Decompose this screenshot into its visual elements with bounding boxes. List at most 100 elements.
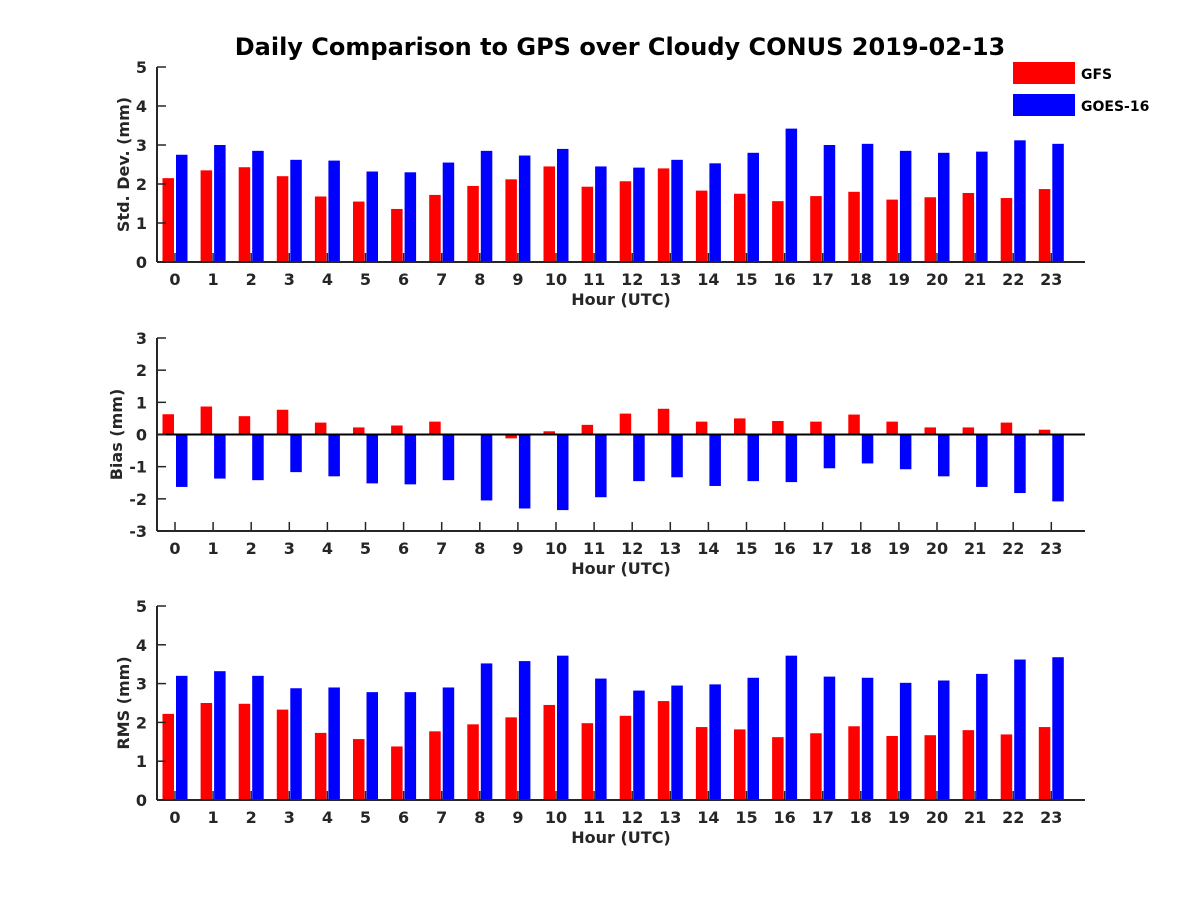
std-dev-x-tick-label: 14: [697, 270, 719, 289]
bias-bar-goes16-19: [899, 434, 912, 470]
rms-bar-gfs-6: [391, 746, 403, 800]
std-dev-bar-goes16-23: [1052, 143, 1064, 262]
rms-bar-gfs-14: [695, 727, 708, 800]
std-dev-y-tick-label: 1: [136, 214, 147, 233]
rms-bar-gfs-10: [543, 704, 555, 800]
rms-bar-gfs-4: [314, 732, 327, 800]
std-dev-bar-goes16-12: [633, 167, 645, 262]
std-dev-bar-gfs-21: [962, 192, 975, 262]
bias-bar-gfs-12: [619, 413, 632, 435]
rms-bar-goes16-6: [404, 692, 417, 800]
std-dev-x-axis-label: Hour (UTC): [571, 290, 671, 309]
bias-bar-gfs-20: [924, 427, 936, 435]
bias-x-tick-label: 9: [512, 539, 523, 558]
std-dev-bar-goes16-6: [404, 172, 417, 262]
std-dev-x-tick-label: 15: [735, 270, 757, 289]
std-dev-x-tick-label: 17: [812, 270, 834, 289]
std-dev-x-tick-label: 0: [169, 270, 180, 289]
std-dev-bar-gfs-12: [619, 181, 632, 262]
bias-x-tick-label: 21: [964, 539, 986, 558]
std-dev-bar-gfs-22: [1000, 198, 1013, 262]
rms-bar-gfs-7: [429, 731, 441, 800]
bias-bar-goes16-11: [595, 434, 607, 498]
std-dev-bar-gfs-20: [924, 197, 936, 262]
std-dev-x-tick-label: 5: [360, 270, 371, 289]
bias-bar-goes16-21: [976, 434, 988, 487]
std-dev-bar-goes16-8: [480, 150, 493, 262]
figure-title: Daily Comparison to GPS over Cloudy CONU…: [235, 33, 1006, 61]
bias-bar-goes16-3: [290, 434, 302, 473]
rms-bar-gfs-21: [962, 730, 975, 800]
bias-x-axis-label: Hour (UTC): [571, 559, 671, 578]
rms-bar-gfs-22: [1000, 734, 1013, 800]
bias-y-tick-label: -1: [129, 458, 147, 477]
bias-x-tick-label: 15: [735, 539, 757, 558]
rms-bar-goes16-5: [366, 692, 378, 800]
std-dev-x-tick-label: 12: [621, 270, 643, 289]
bias-bar-gfs-17: [810, 421, 822, 435]
std-dev-bar-goes16-16: [785, 128, 798, 262]
std-dev-bar-gfs-8: [467, 185, 479, 262]
std-dev-bar-gfs-19: [886, 199, 898, 262]
std-dev-x-tick-label: 9: [512, 270, 523, 289]
rms-bar-goes16-3: [290, 688, 302, 800]
bias-bar-gfs-22: [1000, 422, 1013, 435]
legend: GFS GOES-16: [1013, 62, 1149, 116]
bias-bar-gfs-14: [695, 421, 708, 435]
bias-bar-goes16-8: [480, 434, 493, 501]
rms-bar-goes16-7: [442, 687, 455, 800]
rms-bar-goes16-21: [976, 673, 988, 800]
rms-bar-goes16-18: [861, 677, 874, 800]
std-dev-bar-goes16-11: [595, 166, 607, 262]
bias-bar-gfs-4: [314, 422, 327, 435]
bias-x-tick-label: 23: [1040, 539, 1062, 558]
bias-y-axis-label: Bias (mm): [107, 389, 126, 481]
std-dev-bar-gfs-2: [238, 167, 251, 262]
std-dev-y-tick-label: 2: [136, 175, 147, 194]
std-dev-x-tick-label: 11: [583, 270, 605, 289]
bias-bar-goes16-17: [823, 434, 836, 469]
std-dev-x-tick-label: 16: [773, 270, 795, 289]
bias-x-tick-label: 10: [545, 539, 567, 558]
bias-x-tick-label: 0: [169, 539, 180, 558]
rms-x-tick-label: 12: [621, 808, 643, 827]
std-dev-x-tick-label: 23: [1040, 270, 1062, 289]
rms-y-tick-label: 3: [136, 675, 147, 694]
std-dev-bar-goes16-2: [252, 150, 264, 262]
bias-bar-gfs-11: [581, 424, 594, 435]
bias-x-tick-label: 17: [812, 539, 834, 558]
bias-bar-goes16-14: [709, 434, 721, 486]
bias-x-tick-label: 8: [474, 539, 485, 558]
std-dev-bar-gfs-4: [314, 196, 327, 262]
std-dev-y-tick-label: 5: [136, 58, 147, 77]
std-dev-x-tick-label: 22: [1002, 270, 1024, 289]
rms-bar-gfs-18: [848, 726, 860, 800]
std-dev-bar-gfs-17: [810, 196, 822, 262]
std-dev-bar-goes16-1: [214, 145, 226, 262]
std-dev-x-tick-label: 2: [246, 270, 257, 289]
std-dev-bar-goes16-4: [328, 160, 340, 262]
bias-x-tick-label: 14: [697, 539, 719, 558]
rms-bar-goes16-15: [747, 677, 759, 800]
rms-x-tick-label: 3: [284, 808, 295, 827]
std-dev-bar-goes16-19: [899, 150, 912, 262]
bias-bar-goes16-6: [404, 434, 417, 485]
rms-bar-goes16-12: [633, 690, 645, 800]
std-dev-bar-goes16-5: [366, 171, 378, 262]
std-dev-y-tick-label: 0: [136, 253, 147, 272]
std-dev-x-tick-label: 10: [545, 270, 567, 289]
bias-bar-gfs-9: [505, 434, 517, 439]
bias-bar-goes16-5: [366, 434, 378, 484]
rms-bar-goes16-23: [1052, 657, 1064, 800]
bias-bar-gfs-2: [238, 416, 251, 435]
std-dev-bar-goes16-21: [976, 151, 988, 262]
std-dev-bar-gfs-1: [200, 170, 213, 262]
bias-bar-gfs-19: [886, 421, 898, 435]
legend-swatch-goes16: [1013, 94, 1075, 116]
rms-bar-goes16-1: [214, 671, 226, 800]
bias-x-tick-label: 7: [436, 539, 447, 558]
std-dev-bar-goes16-3: [290, 159, 302, 262]
rms-bar-goes16-20: [938, 680, 950, 800]
rms-bar-goes16-13: [671, 685, 683, 800]
